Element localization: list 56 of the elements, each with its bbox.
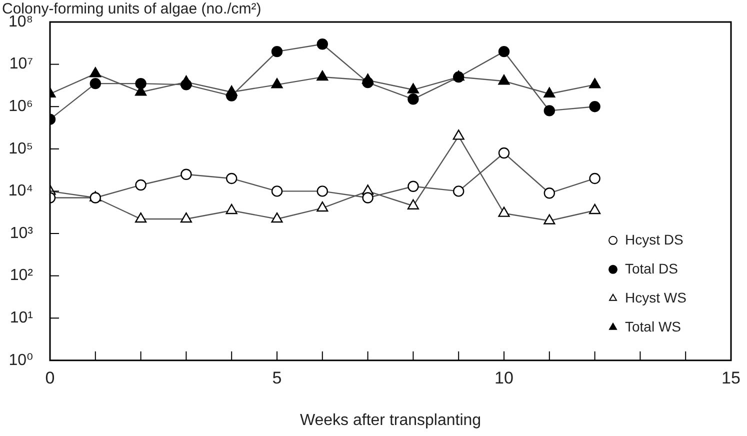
point	[135, 212, 147, 223]
y-tick-label: 10⁰	[8, 352, 33, 369]
point	[407, 199, 419, 210]
point	[452, 130, 464, 140]
point	[226, 90, 238, 102]
legend-label: Total WS	[625, 318, 682, 334]
point	[316, 201, 328, 212]
point	[362, 76, 374, 88]
point	[90, 67, 102, 78]
point	[407, 83, 419, 94]
point	[180, 168, 192, 180]
point	[544, 214, 556, 224]
point	[498, 46, 510, 58]
y-tick-label: 10⁷	[9, 56, 34, 73]
y-tick-label: 10⁵	[8, 140, 33, 158]
x-axis-title: Weeks after transplanting	[300, 412, 482, 429]
point	[544, 105, 555, 116]
point	[589, 101, 600, 112]
point	[589, 172, 600, 184]
y-tick-label: 10⁴	[8, 182, 34, 200]
point	[408, 94, 419, 105]
point	[135, 78, 146, 90]
point	[271, 212, 283, 223]
x-tick-label: 5	[272, 368, 282, 388]
y-tick-label: 10⁶	[8, 98, 33, 116]
point	[226, 204, 238, 214]
point	[316, 38, 328, 50]
point	[544, 188, 555, 199]
point	[498, 206, 510, 217]
y-tick-label: 10³	[10, 224, 34, 242]
x-tick-label: 15	[722, 368, 740, 388]
x-tick-label: 10	[494, 368, 514, 388]
point	[271, 46, 283, 58]
y-tick-label: 10²	[10, 267, 34, 284]
point	[226, 172, 238, 184]
point	[408, 180, 419, 192]
y-tick-label: 10¹	[10, 310, 33, 327]
point	[316, 70, 328, 81]
point	[362, 192, 374, 204]
point	[453, 186, 464, 197]
point	[180, 79, 192, 90]
point	[180, 212, 192, 223]
point	[544, 87, 556, 98]
x-tick-label: 0	[45, 368, 55, 388]
point	[90, 78, 101, 90]
legend-label: Total DS	[625, 260, 678, 276]
point	[271, 186, 283, 197]
legend-label: Hcyst WS	[625, 289, 686, 306]
point	[498, 147, 510, 159]
point	[271, 78, 283, 88]
point	[316, 186, 328, 197]
legend-label: Hcyst DS	[625, 231, 684, 248]
point	[589, 78, 601, 88]
point	[135, 179, 146, 191]
point	[498, 74, 510, 85]
point	[589, 204, 601, 214]
